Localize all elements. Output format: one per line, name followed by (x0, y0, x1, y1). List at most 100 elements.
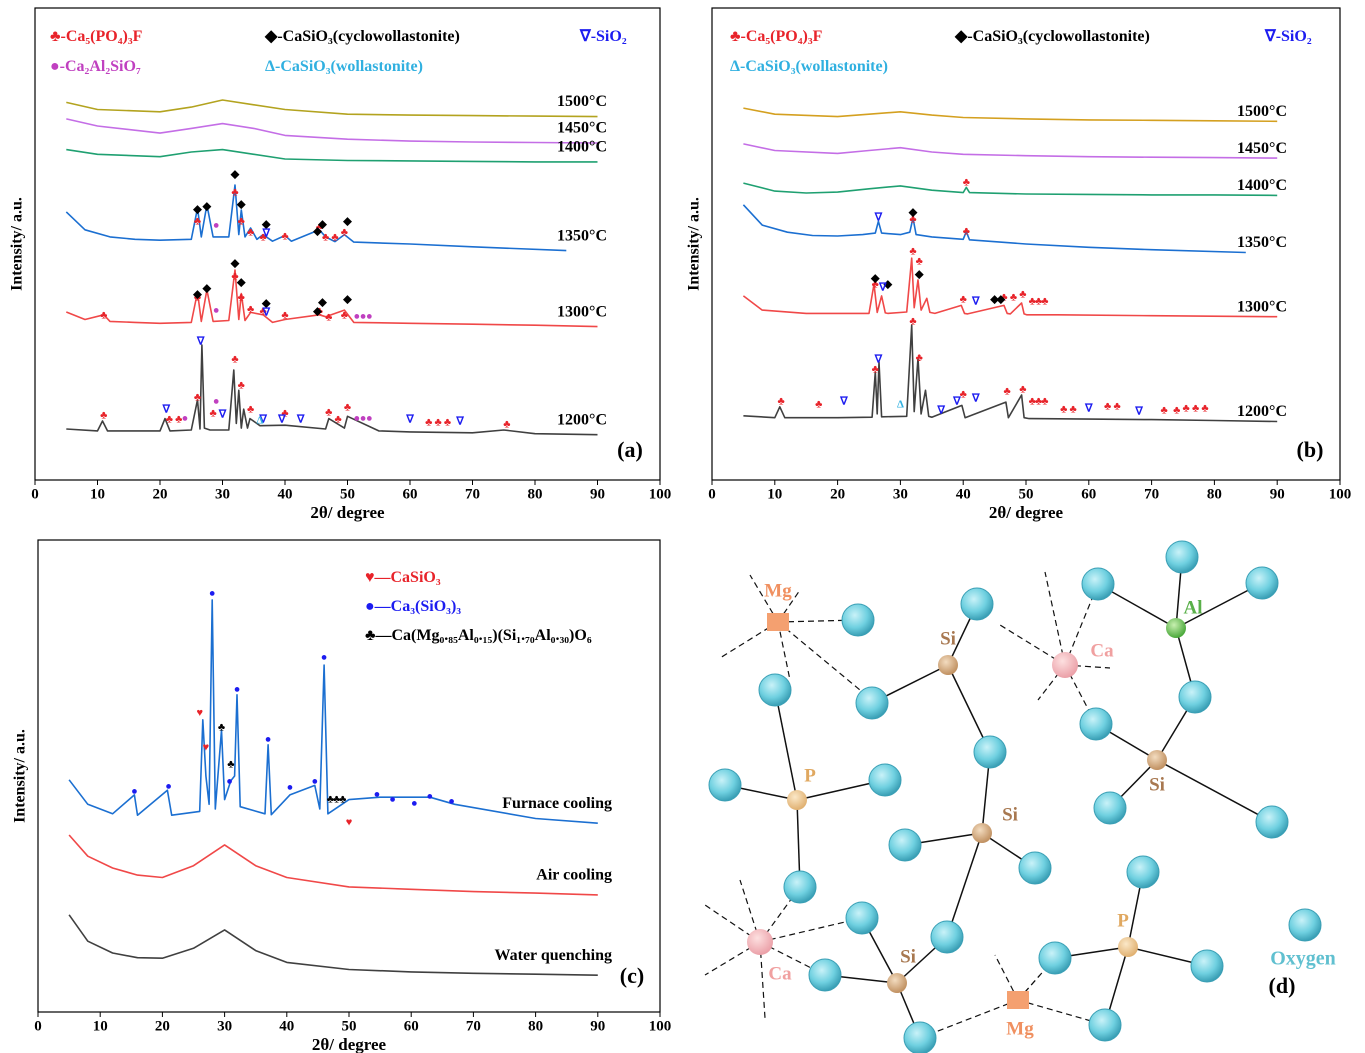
series-label: 1200°C (557, 411, 607, 428)
phase-marker: ♣ (344, 401, 351, 413)
phase-marker: ∇ (262, 228, 271, 240)
phase-marker: ♣ (1104, 400, 1111, 412)
phase-marker: ♣ (231, 187, 238, 199)
xrd-trace (66, 100, 597, 117)
phase-marker: ∇ (455, 415, 464, 427)
phase-marker: ∇ (952, 396, 961, 408)
legend-entry: ◆-CaSiO₃(cyclowollastonite) (954, 28, 1150, 45)
phase-marker: ♣ (100, 310, 107, 322)
phase-marker: ♣ (777, 396, 784, 408)
y-axis-title: Intensity/ a.u. (9, 197, 26, 291)
phase-marker: ◆ (312, 305, 322, 317)
phase-marker: ∇ (878, 281, 887, 293)
legend-label: -SiO₂ (1276, 28, 1312, 45)
legend-label: —Ca₃(SiO₃)₃ (374, 598, 462, 615)
legend-label: -Ca₅(PO₄)₃F (61, 28, 143, 45)
phase-marker: ● (389, 794, 396, 806)
oxygen-atom (842, 604, 874, 636)
phase-marker: ◆ (342, 215, 352, 227)
phase-marker: ● (448, 795, 455, 807)
phase-marker: ♣ (435, 416, 442, 428)
series-label: Furnace cooling (502, 795, 612, 812)
phase-marker: ● (374, 788, 381, 800)
atom-label: Mg (764, 580, 792, 601)
y-axis-title: Intensity/ a.u. (686, 197, 703, 291)
x-tick-label: 100 (649, 1018, 672, 1034)
phase-marker: ● (427, 790, 434, 802)
legend-label: —Ca(Mg₀.₈₅Al₀.₁₅)(Si₁.₇₀Al₀.₃₀)O₆ (375, 627, 592, 644)
oxygen-atom (1191, 950, 1223, 982)
phase-marker: ● (321, 652, 328, 664)
oxygen-atom (1166, 541, 1198, 573)
x-tick-label: 90 (1270, 486, 1285, 502)
legend-label: -SiO₂ (591, 28, 627, 45)
phase-marker: ● (182, 413, 189, 425)
panel-label: (a) (617, 437, 643, 462)
atom-label: Si (1149, 774, 1165, 795)
phase-marker: ♣ (425, 416, 432, 428)
series-label: Air cooling (536, 867, 612, 884)
atom-label: Oxygen (1270, 948, 1336, 970)
phase-marker: ● (131, 786, 138, 798)
phase-marker: ♣ (1041, 296, 1048, 308)
atom-label: P (804, 765, 816, 786)
phase-marker: ♣ (247, 404, 254, 416)
phase-marker: ∇ (405, 414, 414, 426)
legend-symbol: Δ (730, 58, 740, 75)
phase-marker: ◆ (312, 226, 322, 238)
phase-marker: ♣ (231, 354, 238, 366)
panel-label: (d) (1269, 973, 1296, 998)
oxygen-atom (1289, 909, 1321, 941)
phase-marker: ♣ (1019, 289, 1026, 301)
phase-marker: ● (265, 734, 272, 746)
xrd-trace (69, 915, 598, 975)
legend-entry: ♣-Ca₅(PO₄)₃F (730, 28, 823, 45)
y-axis-title: Intensity/ a.u. (12, 729, 29, 823)
oxygen-atom (931, 921, 963, 953)
oxygen-atom (1094, 792, 1126, 824)
phase-marker: ● (226, 776, 233, 788)
x-tick-label: 30 (215, 486, 230, 502)
phase-marker: ∇ (196, 336, 205, 348)
phase-marker: ♣ (1192, 403, 1199, 415)
phase-marker: ♣ (1041, 396, 1048, 408)
phase-marker: ∇ (162, 404, 171, 416)
x-axis-title: 2θ/ degree (310, 503, 385, 522)
series-label: 1450°C (557, 120, 607, 137)
phase-marker: ♣ (341, 310, 348, 322)
series-label: 1200°C (1237, 403, 1287, 420)
oxygen-atom (869, 764, 901, 796)
series-label: 1300°C (557, 303, 607, 320)
mg-atom (767, 613, 789, 631)
si-atom (938, 655, 958, 675)
phase-marker: ◆ (230, 169, 240, 181)
phase-marker: ◆ (236, 198, 246, 210)
legend-symbol: ● (50, 58, 60, 75)
phase-marker: ● (234, 684, 241, 696)
phase-marker: ♣ (322, 231, 329, 243)
phase-marker: ∇ (1084, 403, 1093, 415)
x-tick-label: 0 (31, 486, 39, 502)
series-label: 1500°C (1237, 103, 1287, 120)
phase-marker: ● (165, 780, 172, 792)
phase-marker: ◆ (236, 277, 246, 289)
series-label: 1400°C (557, 139, 607, 156)
phase-marker: ● (287, 781, 294, 793)
phase-marker: ◆ (192, 289, 202, 301)
phase-marker: ♣ (194, 391, 201, 403)
oxygen-atom (1082, 568, 1114, 600)
page: 01020304050607080901002θ/ degreeIntensit… (0, 0, 1365, 1053)
x-tick-label: 30 (217, 1018, 232, 1034)
phase-marker: ♣ (339, 794, 346, 806)
x-tick-label: 30 (893, 486, 908, 502)
phase-marker: ♣ (963, 226, 970, 238)
ca-atom (1052, 652, 1078, 678)
phase-marker: ♣ (238, 215, 245, 227)
phase-marker: ♣ (1113, 400, 1120, 412)
oxygen-atom (856, 687, 888, 719)
x-tick-label: 50 (1019, 486, 1034, 502)
oxygen-atom (1127, 856, 1159, 888)
oxygen-atom (809, 959, 841, 991)
phase-marker: ♣ (238, 380, 245, 392)
